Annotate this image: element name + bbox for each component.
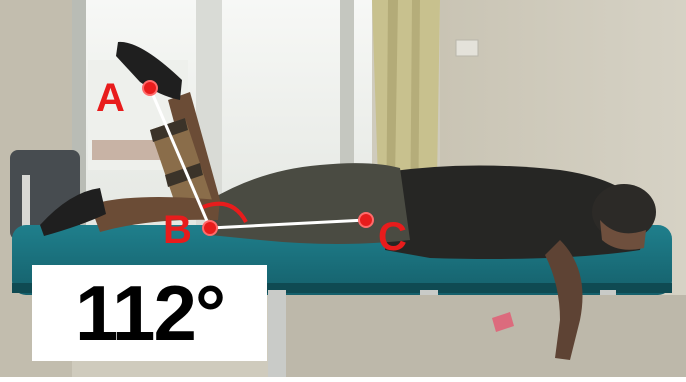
person-other-leg — [90, 196, 220, 232]
person-arm — [545, 240, 583, 360]
raised-foot — [116, 41, 182, 100]
point-c-marker — [358, 212, 374, 228]
point-c-label: C — [378, 215, 407, 259]
angle-readout: 112° — [74, 268, 226, 357]
segment-ab — [148, 87, 212, 229]
person-torso — [385, 165, 648, 259]
point-a-marker — [142, 80, 158, 96]
point-a-label: A — [96, 76, 125, 120]
floor — [286, 295, 686, 377]
knee-brace — [150, 118, 212, 212]
person-head — [592, 184, 656, 240]
angle-readout-box: 112° — [32, 265, 267, 361]
table-leg — [268, 290, 286, 377]
angle-arc — [202, 201, 248, 224]
resting-foot — [40, 188, 106, 236]
point-b-label: B — [163, 208, 192, 252]
point-b-marker — [202, 220, 218, 236]
segment-bc — [209, 218, 367, 230]
wall-socket — [455, 39, 479, 57]
